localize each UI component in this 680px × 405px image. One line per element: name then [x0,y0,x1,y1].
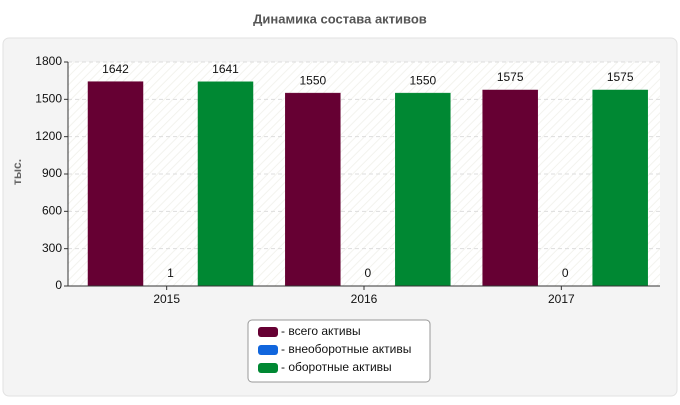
value-label: 0 [364,266,371,280]
y-tick-label: 300 [42,241,62,255]
bar [285,93,340,286]
legend-swatch [258,345,278,355]
x-tick-label: 2016 [351,292,378,306]
legend-label: - внеоборотные активы [281,342,411,356]
y-tick-label: 1800 [35,54,62,68]
legend-label: - всего активы [281,324,361,338]
bar [198,82,253,286]
y-tick-label: 600 [42,204,62,218]
legend-swatch [258,327,278,337]
y-tick-label: 1500 [35,92,62,106]
bar [483,90,538,286]
x-tick-label: 2017 [548,292,575,306]
chart-title: Динамика состава активов [253,11,427,26]
value-label: 0 [562,266,569,280]
value-label: 1575 [497,70,524,84]
y-tick-label: 1200 [35,129,62,143]
value-label: 1550 [299,73,326,87]
y-tick-label: 900 [42,166,62,180]
bar [593,90,648,286]
bar [88,82,143,286]
value-label: 1575 [607,70,634,84]
y-axis-label: тыс. [10,159,24,185]
value-label: 1550 [409,73,436,87]
value-label: 1642 [102,62,129,76]
value-label: 1641 [212,62,239,76]
x-tick-label: 2015 [153,292,180,306]
legend-swatch [258,363,278,373]
y-tick-label: 0 [55,278,62,292]
value-label: 1 [167,266,174,280]
legend-label: - оборотные активы [281,360,392,374]
bar [395,93,450,286]
